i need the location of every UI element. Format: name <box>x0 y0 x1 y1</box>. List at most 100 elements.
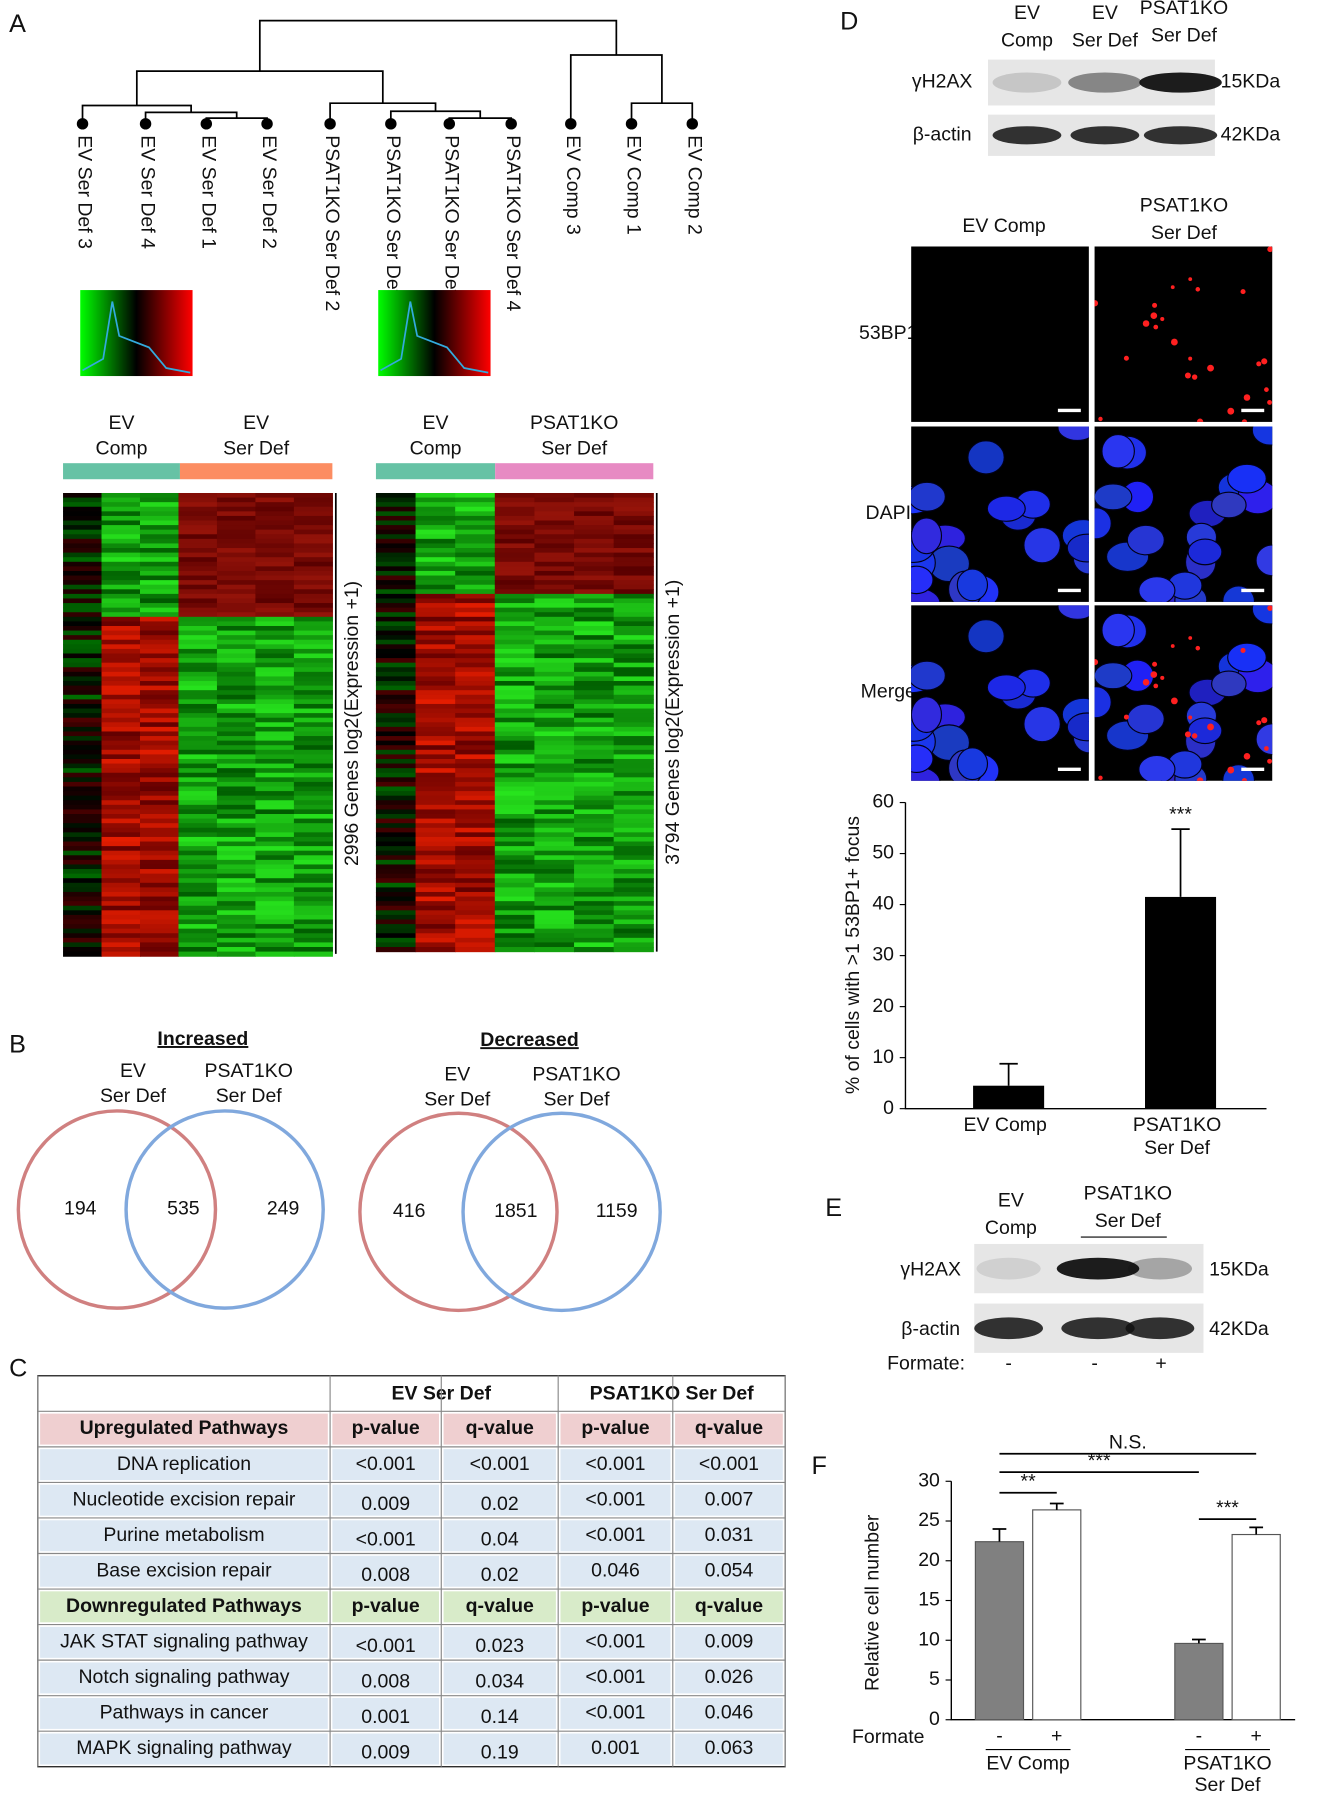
group-label: EV Comp <box>410 412 462 459</box>
table-cell <box>40 1662 328 1694</box>
heatmap-cell <box>494 804 536 810</box>
heatmap-cell <box>255 901 295 907</box>
heatmap-cell <box>455 703 496 710</box>
heatmap-cell <box>216 804 257 810</box>
heatmap-cell <box>255 685 295 691</box>
heatmap-cell <box>494 878 536 884</box>
heatmap-cell <box>101 644 141 650</box>
heatmap-cell <box>255 818 295 824</box>
heatmap-cell <box>415 887 456 893</box>
heatmap-cell <box>375 639 417 645</box>
heatmap-cell <box>255 758 295 765</box>
heatmap-cell <box>216 745 257 751</box>
heatmap-cell <box>415 653 456 659</box>
heatmap-cell <box>178 708 218 714</box>
heatmap-cell <box>574 658 615 664</box>
y-tick-label: 0 <box>929 1708 940 1730</box>
heatmap-cell <box>375 529 417 535</box>
heatmap-cell <box>293 869 333 875</box>
heatmap-cell <box>534 717 575 723</box>
heatmap-cell <box>375 763 417 769</box>
table-cell-text: 0.046 <box>591 1559 640 1581</box>
heatmap-cell <box>375 502 417 508</box>
heatmap-cell <box>415 630 456 636</box>
heatmap-cell <box>534 905 575 911</box>
heatmap-cell <box>455 864 496 870</box>
table-cell <box>560 1484 671 1516</box>
heatmap-cell <box>63 878 103 884</box>
heatmap-cell <box>455 781 496 788</box>
heatmap-cell <box>375 703 417 710</box>
heatmap-cell <box>216 942 257 948</box>
heatmap-cell <box>293 580 333 586</box>
dendrogram-leaf <box>686 118 699 130</box>
heatmap-cell <box>415 791 456 797</box>
heatmap-cell <box>574 497 615 503</box>
heatmap-cell <box>139 791 180 797</box>
heatmap-cell <box>534 754 575 760</box>
heatmap-cell <box>63 502 103 508</box>
heatmap-cell <box>293 593 333 600</box>
heatmap-cell <box>63 538 103 545</box>
blot-column-label: PSAT1KO Ser Def <box>1084 1183 1172 1233</box>
heatmap-cell <box>415 901 456 907</box>
group-label: EV Comp <box>96 412 148 459</box>
y-tick-label: 50 <box>872 842 894 864</box>
heatmap-cell <box>415 786 456 792</box>
heatmap-cell <box>293 859 333 866</box>
heatmap-cell <box>178 882 218 888</box>
heatmap-cell <box>494 947 536 953</box>
heatmap-cell <box>216 511 257 517</box>
heatmap-cell <box>63 621 103 627</box>
heatmap-side-label: 2996 Genes log2(Expression +1) <box>341 581 363 866</box>
heatmap-cell <box>63 644 103 650</box>
blot-band <box>1061 1317 1135 1340</box>
heatmap-cell <box>293 639 333 645</box>
heatmap-cell <box>63 625 103 632</box>
heatmap-cell <box>101 827 141 833</box>
table-cell <box>560 1413 671 1445</box>
heatmap-cell <box>255 836 295 843</box>
heatmap-cell <box>574 859 615 866</box>
heatmap-cell <box>375 589 417 595</box>
heatmap-cell <box>293 644 333 650</box>
nucleus <box>911 481 946 512</box>
heatmap-cell <box>216 795 257 801</box>
heatmap-cell <box>101 694 141 700</box>
heatmap-cell <box>139 713 180 719</box>
heatmap-cell <box>293 658 333 664</box>
heatmap-cell <box>139 910 180 916</box>
heatmap-cell <box>178 864 218 870</box>
heatmap-cell <box>455 809 496 815</box>
heatmap-cell <box>415 648 456 655</box>
heatmap-cell <box>494 548 536 554</box>
heatmap-cell <box>534 919 575 925</box>
heatmap-cell <box>375 745 417 751</box>
subcategory-label: - <box>1196 1725 1202 1747</box>
heatmap-cell <box>415 515 456 522</box>
heatmap-cell <box>139 497 180 503</box>
table-cell <box>675 1733 783 1765</box>
heatmap-cell <box>534 736 575 742</box>
heatmap-cell <box>178 625 218 632</box>
heatmap-cell <box>63 841 103 847</box>
error-bar <box>1049 1502 1064 1510</box>
heatmap-cell <box>63 882 103 888</box>
heatmap-cell <box>534 630 575 636</box>
heatmap-cell <box>216 653 257 659</box>
heatmap-cell <box>293 681 333 687</box>
heatmap-cell <box>534 924 575 930</box>
heatmap-cell <box>101 603 141 609</box>
heatmap-cell <box>375 699 417 705</box>
focus <box>1170 338 1178 346</box>
heatmap-cell <box>494 841 536 847</box>
heatmap-cell <box>178 717 218 723</box>
heatmap-cell <box>455 814 496 820</box>
focus <box>1261 717 1268 724</box>
heatmap-cell <box>216 671 257 678</box>
heatmap-cell <box>101 538 141 545</box>
heatmap-cell <box>455 827 496 833</box>
heatmap-cell <box>178 855 218 861</box>
heatmap-cell <box>534 557 575 563</box>
heatmap-cell <box>101 529 141 535</box>
